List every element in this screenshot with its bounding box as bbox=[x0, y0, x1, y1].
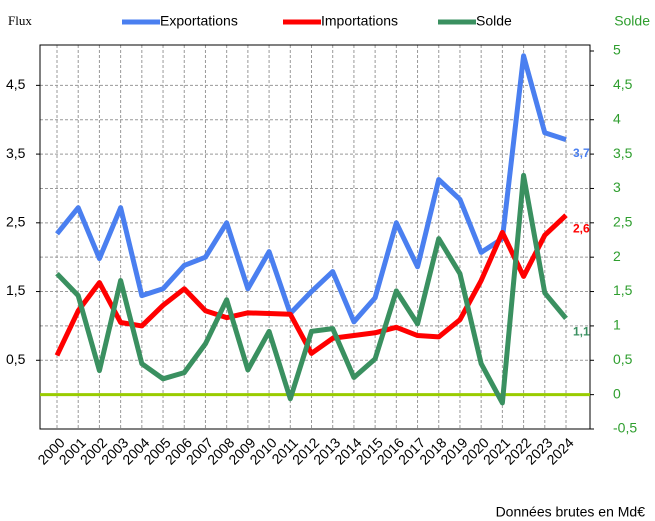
y-axis-label: Flux bbox=[8, 13, 32, 28]
y2-tick-label: 0,5 bbox=[613, 351, 633, 367]
y2-tick-label: 5 bbox=[613, 42, 621, 58]
y2-tick-label: 3 bbox=[613, 179, 621, 195]
legend-label: Importations bbox=[321, 13, 398, 29]
plot-frame bbox=[39, 44, 591, 430]
legend-label: Solde bbox=[476, 13, 512, 29]
series-line bbox=[55, 172, 568, 406]
y2-tick-label: 2 bbox=[613, 248, 621, 264]
y2-tick-label: 0 bbox=[613, 385, 621, 401]
series-line bbox=[54, 213, 568, 357]
value-label: 3,7 bbox=[573, 146, 590, 160]
y2-tick-label: 1,5 bbox=[613, 282, 633, 298]
y-tick-label: 4,5 bbox=[6, 76, 26, 92]
value-label: 2,6 bbox=[573, 221, 590, 235]
note: Données brutes en Md€ bbox=[496, 504, 646, 520]
y-tick-label: 2,5 bbox=[6, 214, 26, 230]
y-tick-label: 0,5 bbox=[6, 351, 26, 367]
y-tick-label: 1,5 bbox=[6, 282, 26, 298]
value-label: 1,1 bbox=[573, 325, 590, 339]
y-tick-label: 3,5 bbox=[6, 145, 26, 161]
series-line bbox=[55, 53, 567, 325]
y2-tick-label: 4 bbox=[613, 110, 621, 126]
y2-tick-label: 4,5 bbox=[613, 76, 633, 92]
y2-tick-label: 3,5 bbox=[613, 145, 633, 161]
y2-tick-label: 1 bbox=[613, 317, 621, 333]
y2-tick-label: 2,5 bbox=[613, 214, 633, 230]
y2-tick-label: -0,5 bbox=[613, 420, 637, 436]
legend-label: Exportations bbox=[160, 13, 238, 29]
y2-axis-label: Solde bbox=[614, 13, 650, 29]
